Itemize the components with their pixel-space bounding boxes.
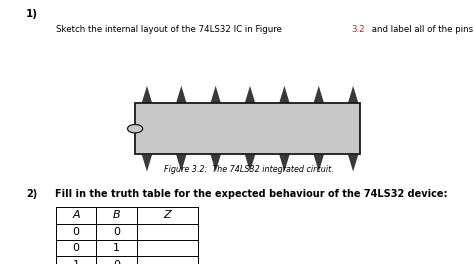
- Polygon shape: [279, 86, 290, 103]
- Polygon shape: [210, 86, 221, 103]
- Polygon shape: [245, 154, 255, 172]
- Polygon shape: [142, 86, 152, 103]
- Text: 0: 0: [113, 260, 120, 264]
- Text: 1: 1: [113, 243, 120, 253]
- Text: Z: Z: [164, 210, 171, 220]
- Text: 1): 1): [26, 9, 38, 19]
- Polygon shape: [142, 154, 152, 172]
- Text: Sketch the internal layout of the 74LS32 IC in Figure: Sketch the internal layout of the 74LS32…: [56, 25, 284, 34]
- Polygon shape: [245, 86, 255, 103]
- Polygon shape: [176, 154, 186, 172]
- Polygon shape: [348, 86, 358, 103]
- Bar: [135, 103, 360, 154]
- Text: 1: 1: [73, 260, 80, 264]
- Polygon shape: [176, 86, 186, 103]
- Text: B: B: [112, 210, 120, 220]
- Text: 0: 0: [73, 243, 80, 253]
- Text: A: A: [72, 210, 80, 220]
- Text: 3.2: 3.2: [351, 25, 365, 34]
- Polygon shape: [313, 86, 324, 103]
- Text: Fill in the truth table for the expected behaviour of the 74LS32 device:: Fill in the truth table for the expected…: [55, 189, 447, 199]
- Circle shape: [128, 125, 143, 133]
- Text: 0: 0: [113, 227, 120, 237]
- Text: 0: 0: [73, 227, 80, 237]
- Polygon shape: [210, 154, 221, 172]
- Text: and label all of the pins.: and label all of the pins.: [368, 25, 474, 34]
- Polygon shape: [348, 154, 358, 172]
- Text: Figure 3.2:  The 74LS32 integrated circuit.: Figure 3.2: The 74LS32 integrated circui…: [164, 165, 334, 174]
- Polygon shape: [279, 154, 290, 172]
- Text: 2): 2): [26, 189, 37, 199]
- Polygon shape: [313, 154, 324, 172]
